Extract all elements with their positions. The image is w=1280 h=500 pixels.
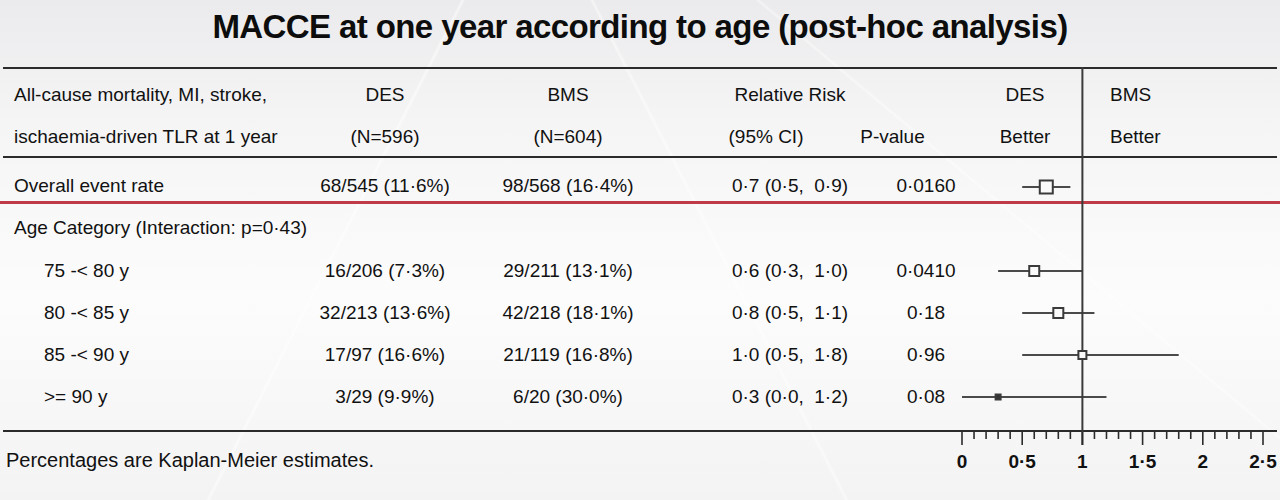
bms-better-label-line1: BMS — [1110, 82, 1230, 108]
des-value: 17/97 (16·6%) — [300, 342, 470, 368]
des-value: 32/213 (13·6%) — [300, 300, 470, 326]
des-column-header: DES — [300, 82, 470, 108]
table-row-85-90: 85 -< 90 y 17/97 (16·6%) 21/119 (16·8%) … — [0, 342, 1280, 368]
footnote: Percentages are Kaplan-Meier estimates. — [6, 449, 374, 472]
des-value: 68/545 (11·6%) — [300, 173, 470, 199]
des-better-label-line1: DES — [970, 82, 1080, 108]
outcome-header-line2: ischaemia-driven TLR at 1 year — [14, 124, 324, 150]
bms-value: 42/218 (18·1%) — [482, 300, 654, 326]
rr-value: 0·6 (0·3, 1·0) — [692, 258, 888, 284]
des-value: 16/206 (7·3%) — [300, 258, 470, 284]
table-header-row-2: ischaemia-driven TLR at 1 year (N=596) (… — [0, 124, 1280, 150]
overall-separator-red-line — [0, 201, 1280, 204]
axis-tick-label: 1·5 — [1129, 451, 1157, 472]
axis-tick-label: 1 — [1077, 451, 1088, 472]
table-top-rule — [3, 67, 1277, 69]
rr-value: 1·0 (0·5, 1·8) — [692, 342, 888, 368]
bms-column-header: BMS — [482, 82, 654, 108]
table-row-90-plus: >= 90 y 3/29 (9·9%) 6/20 (30·0%) 0·3 (0·… — [0, 384, 1280, 410]
rr-value: 0·3 (0·0, 1·2) — [692, 384, 888, 410]
p-value: 0·0160 — [866, 173, 986, 199]
bms-value: 29/211 (13·1%) — [482, 258, 654, 284]
rr-value: 0·8 (0·5, 1·1) — [692, 300, 888, 326]
table-row-80-85: 80 -< 85 y 32/213 (13·6%) 42/218 (18·1%)… — [0, 300, 1280, 326]
section-label: Age Category (Interaction: p=0·43) — [14, 215, 324, 241]
des-better-label-line2: Better — [970, 124, 1080, 150]
table-row-75-80: 75 -< 80 y 16/206 (7·3%) 29/211 (13·1%) … — [0, 258, 1280, 284]
des-value: 3/29 (9·9%) — [300, 384, 470, 410]
axis-tick-label: 0·5 — [1008, 451, 1036, 472]
bms-value: 6/20 (30·0%) — [482, 384, 654, 410]
p-value: 0·0410 — [866, 258, 986, 284]
table-bottom-rule — [3, 430, 1277, 432]
axis-tick-label: 2·5 — [1249, 451, 1277, 472]
des-n-header: (N=596) — [300, 124, 470, 150]
forest-plot: 0 0·5 1 1·5 2 2·5 — [0, 0, 1280, 500]
rr-value: 0·7 (0·5, 0·9) — [692, 173, 888, 199]
axis-tick-label: 2 — [1198, 451, 1209, 472]
p-value: 0·08 — [866, 384, 986, 410]
table-header-row-1: All-cause mortality, MI, stroke, DES BMS… — [0, 82, 1280, 108]
bms-better-label-line2: Better — [1110, 124, 1230, 150]
bms-value: 98/568 (16·4%) — [482, 173, 654, 199]
table-header-rule — [3, 156, 1277, 158]
bms-n-header: (N=604) — [482, 124, 654, 150]
bms-value: 21/119 (16·8%) — [482, 342, 654, 368]
ci-column-header: (95% CI) — [668, 124, 864, 150]
relative-risk-column-header: Relative Risk — [692, 82, 888, 108]
p-value: 0·96 — [866, 342, 986, 368]
table-row-age-category-section: Age Category (Interaction: p=0·43) — [0, 215, 1280, 241]
p-value-column-header: P-value — [840, 124, 945, 150]
figure-title: MACCE at one year according to age (post… — [0, 8, 1280, 46]
axis-tick-label: 0 — [957, 451, 968, 472]
table-row-overall: Overall event rate 68/545 (11·6%) 98/568… — [0, 173, 1280, 199]
outcome-header-line1: All-cause mortality, MI, stroke, — [14, 82, 324, 108]
row-label: Overall event rate — [14, 173, 324, 199]
p-value: 0·18 — [866, 300, 986, 326]
